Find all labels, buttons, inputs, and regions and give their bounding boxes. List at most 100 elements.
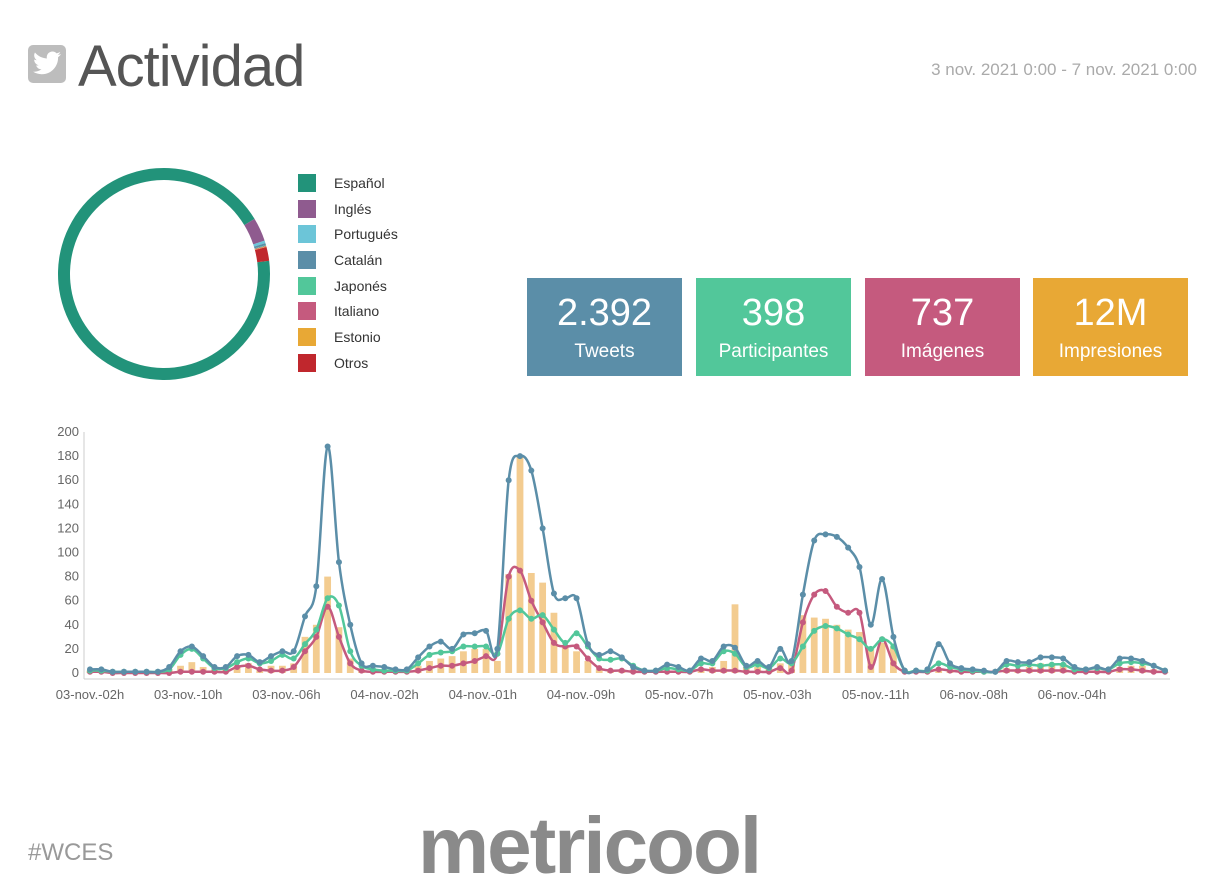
series-point [1128, 655, 1135, 662]
series-point [302, 641, 308, 648]
series-point [290, 648, 297, 655]
activity-bar [561, 646, 569, 673]
series-point [256, 659, 263, 666]
y-tick-label: 120 [57, 520, 79, 535]
series-point [777, 645, 784, 652]
series-point [765, 663, 772, 670]
series-point [539, 525, 546, 532]
legend-item: Italiano [298, 298, 398, 324]
series-point [313, 583, 320, 590]
series-point [200, 653, 207, 660]
series-point [302, 648, 308, 655]
series-point [279, 667, 286, 674]
series-point [200, 668, 207, 675]
series-point [1094, 663, 1101, 670]
legend-label: Otros [334, 354, 369, 371]
twitter-icon [28, 45, 66, 83]
series-point [505, 615, 512, 622]
series-point [1071, 663, 1078, 670]
series-point [698, 655, 705, 662]
series-point [935, 641, 942, 648]
activity-bar [856, 632, 863, 673]
series-point [664, 661, 671, 668]
x-tick-label: 03-nov.-02h [56, 687, 124, 702]
series-point [279, 648, 286, 655]
series-point [1003, 667, 1010, 674]
series-point [947, 660, 953, 667]
page-title: Actividad [78, 34, 305, 99]
series-point [1082, 666, 1089, 673]
series-point [856, 609, 863, 616]
x-tick-label: 04-nov.-09h [547, 687, 615, 702]
legend-swatch [298, 327, 316, 346]
series-point [913, 667, 920, 674]
series-point [313, 626, 320, 633]
series-point [845, 609, 852, 616]
series-point [505, 477, 512, 484]
series-point [1048, 661, 1055, 668]
series-point [1037, 662, 1044, 669]
activity-bar [335, 627, 343, 673]
metricool-logo: metricool [418, 801, 762, 890]
series-point [845, 544, 852, 551]
legend-swatch [298, 225, 316, 244]
series-point [1150, 668, 1157, 675]
series-point [347, 660, 354, 667]
donut-slice [254, 246, 270, 263]
series-point [630, 663, 637, 670]
series-point [449, 645, 456, 652]
series-point [154, 668, 161, 675]
series-point [98, 666, 105, 673]
series-point [1128, 666, 1135, 673]
series-point [867, 663, 874, 670]
series-point [822, 588, 829, 595]
x-tick-label: 04-nov.-02h [350, 687, 418, 702]
series-point [607, 648, 614, 655]
legend-item: Portugués [298, 221, 398, 247]
y-tick-label: 60 [65, 593, 79, 608]
x-tick-label: 05-nov.-03h [743, 687, 811, 702]
series-point [879, 576, 886, 583]
series-point [1014, 659, 1021, 666]
activity-bar [810, 617, 818, 673]
series-point [222, 663, 229, 670]
series-point [596, 665, 603, 672]
donut-slice [253, 240, 266, 247]
series-point [630, 668, 637, 675]
legend-label: Italiano [334, 303, 380, 320]
series-point [788, 667, 795, 674]
legend-swatch [298, 276, 316, 295]
series-point [879, 636, 886, 643]
series-point [788, 657, 795, 664]
series-point [720, 648, 727, 655]
series-point [652, 667, 659, 674]
series-point [562, 595, 569, 602]
series-point [290, 663, 297, 670]
series-point [483, 643, 490, 650]
series-point [324, 603, 331, 610]
series-point [584, 641, 591, 648]
series-point [980, 667, 987, 674]
series-point [709, 657, 716, 664]
series-point [935, 660, 942, 667]
y-tick-label: 140 [57, 496, 79, 511]
series-point [335, 633, 342, 640]
legend-label: Catalán [334, 251, 383, 268]
activity-bar [833, 624, 841, 673]
kpi-label: Impresiones [1058, 341, 1163, 362]
series-point [1014, 667, 1021, 674]
series-point [845, 631, 852, 638]
series-point [471, 630, 478, 637]
date-range: 3 nov. 2021 0:00 - 7 nov. 2021 0:00 [931, 60, 1197, 79]
language-legend: Español Inglés Portugués Catalán Japonés Ital… [298, 170, 398, 376]
series-point [607, 656, 614, 663]
series-point [607, 667, 614, 674]
series-point [833, 533, 840, 540]
series-point [539, 619, 546, 626]
series-point [1048, 654, 1055, 661]
activity-bar [731, 604, 739, 673]
series-point [245, 651, 252, 658]
series-point [1105, 666, 1112, 673]
activity-bar [312, 624, 320, 673]
kpi-value: 737 [910, 292, 975, 334]
